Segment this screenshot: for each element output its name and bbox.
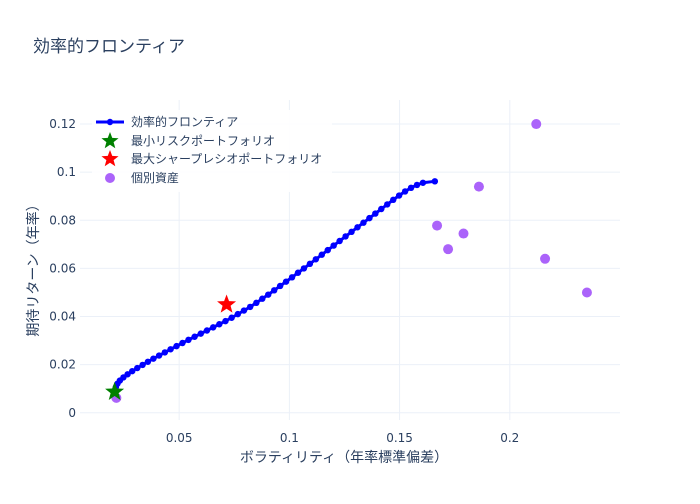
frontier-point[interactable] — [306, 260, 314, 268]
frontier-point[interactable] — [185, 336, 192, 344]
legend[interactable]: 効率的フロンティア最小リスクポートフォリオ最大シャープレシオポートフォリオ個別資… — [92, 110, 332, 192]
frontier-point[interactable] — [294, 269, 302, 276]
y-tick-label: 0.1 — [57, 165, 76, 179]
x-axis-title: ボラティリティ（年率標準偏差） — [240, 449, 448, 466]
frontier-point[interactable] — [216, 321, 223, 328]
x-tick-label: 0.15 — [386, 431, 413, 445]
x-tick-label: 0.2 — [500, 431, 519, 445]
frontier-point[interactable] — [324, 246, 331, 254]
y-tick-label: 0.08 — [49, 213, 76, 227]
y-tick-label: 0.06 — [49, 261, 76, 275]
frontier-point[interactable] — [401, 188, 409, 195]
legend-entry-label[interactable]: 最大シャープレシオポートフォリオ — [131, 152, 322, 166]
frontier-point[interactable] — [253, 299, 260, 307]
frontier-point[interactable] — [318, 251, 325, 258]
min-risk-star[interactable] — [105, 381, 125, 400]
x-tick-label: 0.1 — [280, 431, 299, 445]
frontier-point[interactable] — [191, 333, 198, 340]
frontier-point[interactable] — [209, 324, 217, 331]
asset-point[interactable] — [443, 244, 454, 255]
frontier-point[interactable] — [342, 233, 349, 240]
asset-point[interactable] — [531, 119, 542, 130]
legend-background — [92, 110, 332, 192]
frontier-point[interactable] — [228, 314, 235, 321]
legend-entry-label[interactable]: 効率的フロンティア — [131, 114, 238, 129]
legend-frontier-marker-icon — [106, 118, 114, 126]
frontier-point[interactable] — [139, 361, 146, 369]
frontier-point[interactable] — [150, 355, 157, 362]
frontier-point[interactable] — [354, 224, 361, 231]
frontier-point[interactable] — [134, 364, 141, 372]
frontier-point[interactable] — [378, 205, 385, 213]
asset-point[interactable] — [458, 228, 469, 239]
frontier-point[interactable] — [282, 278, 290, 285]
frontier-point[interactable] — [390, 196, 397, 204]
frontier-point[interactable] — [276, 282, 284, 290]
frontier-point[interactable] — [360, 219, 367, 226]
frontier-point[interactable] — [336, 237, 343, 245]
frontier-point[interactable] — [144, 358, 152, 365]
y-tick-label: 0.02 — [49, 358, 76, 372]
frontier-point[interactable] — [234, 310, 242, 318]
x-tick-label: 0.05 — [166, 431, 193, 445]
y-tick-label: 0.04 — [49, 310, 76, 324]
frontier-point[interactable] — [431, 178, 439, 185]
frontier-point[interactable] — [300, 265, 308, 272]
frontier-point[interactable] — [259, 295, 266, 302]
frontier-point[interactable] — [179, 339, 186, 347]
frontier-point[interactable] — [270, 287, 278, 294]
frontier-point[interactable] — [366, 214, 373, 222]
frontier-point[interactable] — [173, 342, 180, 350]
legend-entry-label[interactable]: 個別資産 — [131, 170, 179, 185]
frontier-point[interactable] — [330, 242, 337, 249]
frontier-point[interactable] — [124, 371, 131, 378]
y-axis-title: 期待リターン（年率） — [25, 197, 42, 336]
frontier-point[interactable] — [372, 210, 379, 217]
frontier-point[interactable] — [288, 274, 296, 281]
asset-point[interactable] — [432, 220, 443, 231]
frontier-point[interactable] — [413, 181, 421, 189]
frontier-point[interactable] — [246, 303, 254, 311]
chart-title: 効率的フロンティア — [33, 37, 185, 57]
frontier-point[interactable] — [312, 256, 320, 263]
asset-point[interactable] — [540, 253, 551, 264]
frontier-point[interactable] — [203, 327, 211, 334]
frontier-point[interactable] — [155, 352, 163, 359]
legend-max-sharpe-icon — [101, 150, 119, 167]
frontier-point[interactable] — [197, 330, 204, 337]
frontier-point[interactable] — [161, 349, 169, 356]
legend-assets-icon — [105, 173, 115, 183]
y-tick-label: 0.12 — [49, 117, 76, 131]
frontier-point[interactable] — [348, 228, 355, 236]
asset-point[interactable] — [581, 287, 592, 298]
frontier-point[interactable] — [407, 184, 415, 192]
legend-min-risk-icon — [101, 132, 119, 149]
frontier-point[interactable] — [265, 291, 272, 298]
frontier-point[interactable] — [222, 317, 229, 325]
asset-point[interactable] — [473, 181, 484, 192]
frontier-point[interactable] — [384, 201, 391, 208]
frontier-point[interactable] — [167, 346, 174, 353]
y-tick-label: 0 — [68, 406, 76, 420]
legend-entry-label[interactable]: 最小リスクポートフォリオ — [131, 134, 275, 148]
max-sharpe-star[interactable] — [217, 294, 237, 313]
frontier-point[interactable] — [129, 367, 136, 375]
frontier-point[interactable] — [419, 179, 427, 186]
frontier-point[interactable] — [395, 192, 403, 199]
frontier-point[interactable] — [240, 307, 248, 314]
